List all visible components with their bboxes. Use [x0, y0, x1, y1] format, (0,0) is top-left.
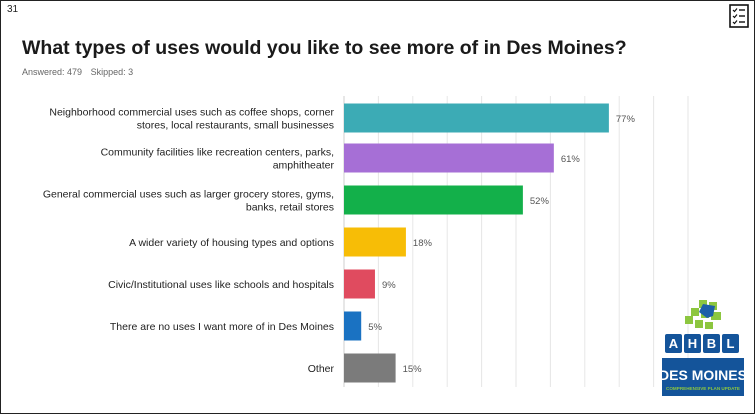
answered-count: Answered: 479 [22, 67, 83, 77]
value-label: 9% [382, 280, 396, 291]
value-label: 5% [368, 322, 382, 333]
question-title: What types of uses would you like to see… [22, 37, 627, 59]
category-label: Civic/Institutional uses like schools an… [108, 279, 334, 291]
category-label: A wider variety of housing types and opt… [129, 237, 334, 249]
slide-number: 31 [7, 4, 19, 15]
ahbl-logo: A H B L [665, 300, 739, 353]
value-label: 18% [413, 238, 433, 249]
bar [344, 103, 609, 133]
ahbl-letter-h: H [688, 336, 697, 351]
category-label: Neighborhood commercial uses such as cof… [49, 107, 334, 119]
value-label: 61% [561, 154, 581, 165]
category-label: General commercial uses such as larger g… [43, 189, 334, 201]
category-label: banks, retail stores [246, 202, 334, 214]
des-moines-logo: DES MOINES COMPREHENSIVE PLAN UPDATE [662, 358, 744, 396]
bar [344, 227, 406, 257]
des-moines-tagline: COMPREHENSIVE PLAN UPDATE [666, 386, 740, 391]
value-label: 52% [530, 196, 550, 207]
bar [344, 353, 396, 383]
skipped-count: Skipped: 3 [90, 67, 134, 77]
bar [344, 185, 523, 215]
bar [344, 311, 362, 341]
survey-checklist-icon [729, 4, 749, 28]
bar [344, 269, 375, 299]
value-label: 77% [616, 114, 636, 125]
ahbl-letter-l: L [727, 336, 735, 351]
category-label: There are no uses I want more of in Des … [110, 321, 334, 333]
value-label: 15% [403, 364, 423, 375]
ahbl-letter-b: B [707, 336, 716, 351]
category-label: Community facilities like recreation cen… [101, 147, 334, 159]
category-label: Other [308, 363, 335, 375]
response-stats: Answered: 479 Skipped: 3 [22, 67, 139, 77]
ahbl-letter-a: A [669, 336, 679, 351]
des-moines-wordmark: DES MOINES [662, 367, 744, 383]
category-label: amphitheater [273, 160, 335, 172]
bar [344, 143, 554, 173]
category-label: stores, local restaurants, small busines… [137, 120, 334, 132]
